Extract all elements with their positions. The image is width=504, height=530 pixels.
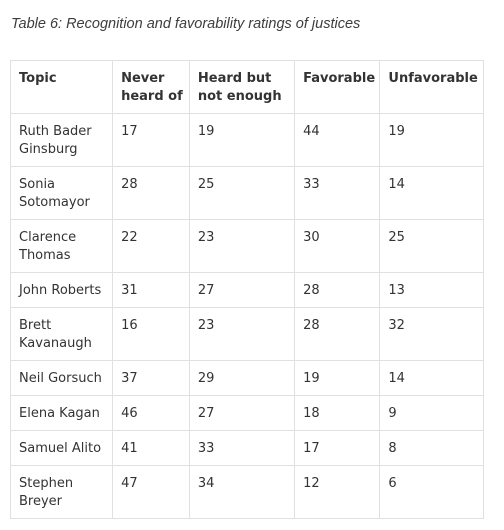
cell-unfavorable: 19 bbox=[379, 113, 484, 167]
cell-unfavorable: 9 bbox=[379, 395, 484, 431]
cell-heard-but-not-enough: 33 bbox=[188, 430, 296, 466]
table-row: Stephen Breyer 47 34 12 6 bbox=[9, 465, 484, 519]
cell-topic: Elena Kagan bbox=[9, 395, 114, 431]
cell-topic: Brett Kavanaugh bbox=[9, 307, 114, 361]
cell-favorable: 17 bbox=[294, 430, 381, 466]
column-header-heard-but-not-enough: Heard but not enough bbox=[188, 60, 296, 114]
table-header-row: Topic Never heard of Heard but not enoug… bbox=[9, 60, 484, 114]
table-row: Sonia Sotomayor 28 25 33 14 bbox=[9, 166, 484, 220]
table-row: Elena Kagan 46 27 18 9 bbox=[9, 395, 484, 431]
cell-favorable: 19 bbox=[294, 360, 381, 396]
cell-unfavorable: 25 bbox=[379, 219, 484, 273]
cell-unfavorable: 13 bbox=[379, 272, 484, 308]
cell-never-heard-of: 22 bbox=[112, 219, 190, 273]
cell-heard-but-not-enough: 34 bbox=[188, 465, 296, 519]
cell-unfavorable: 6 bbox=[379, 465, 484, 519]
cell-unfavorable: 14 bbox=[379, 166, 484, 220]
table-row: Clarence Thomas 22 23 30 25 bbox=[9, 219, 484, 273]
table-caption: Table 6: Recognition and favorability ra… bbox=[11, 16, 361, 32]
table-row: Samuel Alito 41 33 17 8 bbox=[9, 430, 484, 466]
cell-unfavorable: 8 bbox=[379, 430, 484, 466]
cell-heard-but-not-enough: 23 bbox=[188, 219, 296, 273]
cell-never-heard-of: 28 bbox=[112, 166, 190, 220]
column-header-favorable: Favorable bbox=[294, 60, 381, 114]
cell-favorable: 12 bbox=[294, 465, 381, 519]
cell-favorable: 28 bbox=[294, 272, 381, 308]
table-row: Ruth Bader Ginsburg 17 19 44 19 bbox=[9, 113, 484, 167]
cell-never-heard-of: 17 bbox=[112, 113, 190, 167]
cell-topic: Ruth Bader Ginsburg bbox=[9, 113, 114, 167]
cell-heard-but-not-enough: 25 bbox=[188, 166, 296, 220]
cell-unfavorable: 14 bbox=[379, 360, 484, 396]
table-row: Brett Kavanaugh 16 23 28 32 bbox=[9, 307, 484, 361]
cell-never-heard-of: 41 bbox=[112, 430, 190, 466]
cell-topic: Clarence Thomas bbox=[9, 219, 114, 273]
column-header-topic: Topic bbox=[9, 60, 114, 114]
cell-topic: John Roberts bbox=[9, 272, 114, 308]
cell-favorable: 30 bbox=[294, 219, 381, 273]
cell-never-heard-of: 31 bbox=[112, 272, 190, 308]
cell-topic: Sonia Sotomayor bbox=[9, 166, 114, 220]
cell-favorable: 33 bbox=[294, 166, 381, 220]
cell-favorable: 28 bbox=[294, 307, 381, 361]
cell-never-heard-of: 16 bbox=[112, 307, 190, 361]
table-row: Neil Gorsuch 37 29 19 14 bbox=[9, 360, 484, 396]
cell-heard-but-not-enough: 29 bbox=[188, 360, 296, 396]
cell-heard-but-not-enough: 27 bbox=[188, 272, 296, 308]
column-header-unfavorable: Unfavorable bbox=[379, 60, 484, 114]
cell-heard-but-not-enough: 27 bbox=[188, 395, 296, 431]
cell-heard-but-not-enough: 19 bbox=[188, 113, 296, 167]
justices-ratings-table: Topic Never heard of Heard but not enoug… bbox=[9, 60, 484, 519]
cell-unfavorable: 32 bbox=[379, 307, 484, 361]
cell-favorable: 18 bbox=[294, 395, 381, 431]
cell-never-heard-of: 46 bbox=[112, 395, 190, 431]
cell-heard-but-not-enough: 23 bbox=[188, 307, 296, 361]
cell-topic: Stephen Breyer bbox=[9, 465, 114, 519]
column-header-never-heard-of: Never heard of bbox=[112, 60, 190, 114]
table-row: John Roberts 31 27 28 13 bbox=[9, 272, 484, 308]
cell-never-heard-of: 47 bbox=[112, 465, 190, 519]
cell-topic: Neil Gorsuch bbox=[9, 360, 114, 396]
cell-topic: Samuel Alito bbox=[9, 430, 114, 466]
cell-never-heard-of: 37 bbox=[112, 360, 190, 396]
cell-favorable: 44 bbox=[294, 113, 381, 167]
